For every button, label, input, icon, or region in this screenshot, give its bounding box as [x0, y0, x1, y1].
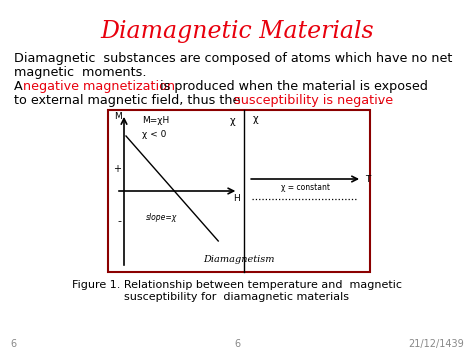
- Text: Diamagnetic Materials: Diamagnetic Materials: [100, 20, 374, 43]
- Text: χ: χ: [252, 114, 258, 124]
- Text: susceptibility is negative: susceptibility is negative: [234, 94, 393, 107]
- Text: is produced when the material is exposed: is produced when the material is exposed: [156, 80, 428, 93]
- Text: 6: 6: [234, 339, 240, 349]
- Text: χ = constant: χ = constant: [281, 183, 329, 192]
- Text: 6: 6: [10, 339, 16, 349]
- Text: magnetic  moments.: magnetic moments.: [14, 66, 146, 79]
- Text: A: A: [14, 80, 27, 93]
- Text: T: T: [365, 175, 370, 184]
- Text: Diamagnetic  substances are composed of atoms which have no net: Diamagnetic substances are composed of a…: [14, 52, 452, 65]
- Text: M: M: [114, 112, 122, 121]
- Text: χ < 0: χ < 0: [142, 130, 166, 139]
- Text: +: +: [113, 164, 121, 174]
- Text: susceptibility for  diamagnetic materials: susceptibility for diamagnetic materials: [125, 292, 349, 302]
- Text: 21/12/1439: 21/12/1439: [408, 339, 464, 349]
- Text: -: -: [117, 216, 121, 226]
- Bar: [108, 110, 370, 272]
- Text: slope=χ: slope=χ: [146, 213, 177, 222]
- Text: H: H: [233, 194, 240, 203]
- Text: Figure 1. Relationship between temperature and  magnetic: Figure 1. Relationship between temperatu…: [72, 280, 402, 290]
- Text: negative magnetization: negative magnetization: [23, 80, 175, 93]
- Text: .: .: [374, 94, 382, 107]
- Text: χ: χ: [229, 116, 235, 126]
- Text: Diamagnetism: Diamagnetism: [203, 255, 275, 264]
- Text: to external magnetic field, thus the: to external magnetic field, thus the: [14, 94, 245, 107]
- Text: M=χH: M=χH: [142, 116, 169, 125]
